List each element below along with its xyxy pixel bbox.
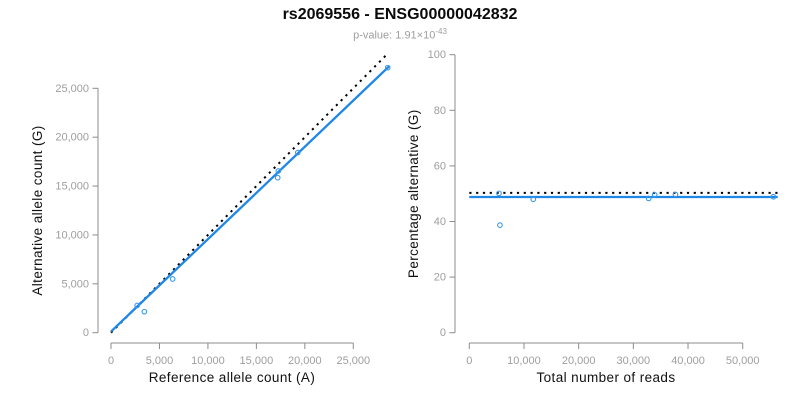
x-tick-label: 20,000	[562, 355, 596, 367]
y-axis: 0 20 40 60 80 100	[428, 49, 456, 339]
x-axis-title: Reference allele count (A)	[149, 370, 315, 385]
y-tick-label: 0	[83, 327, 89, 339]
data-point	[645, 195, 652, 202]
plot-subtitle: p-value: 1.91×10-43	[0, 27, 800, 42]
fit-line	[110, 65, 390, 333]
data-point	[530, 196, 537, 203]
y-tick-label: 15,000	[55, 181, 89, 193]
x-tick-label: 50,000	[726, 355, 760, 367]
y-tick-label: 5,000	[61, 278, 89, 290]
x-tick-label: 10,000	[191, 355, 225, 367]
x-tick-label: 15,000	[240, 355, 274, 367]
p-value-exponent: -43	[435, 27, 447, 36]
data-point	[496, 190, 502, 197]
y-tick-label: 10,000	[55, 229, 89, 241]
x-tick-label: 5,000	[146, 355, 174, 367]
x-tick-label: 25,000	[336, 355, 370, 367]
y-axis: 0 5,000 10,000 15,000 20,000 25,000	[55, 83, 99, 339]
allele-counts-plot: 0 5,000 10,000 15,000 20,000 25,000 0 5,000 10,0…	[30, 54, 391, 385]
p-value-text: p-value: 1.91×10	[353, 29, 436, 42]
plot-title: rs2069556 - ENSG00000042832	[282, 6, 518, 23]
y-tick-label: 0	[440, 327, 446, 339]
data-point	[770, 193, 777, 200]
data-point	[169, 276, 176, 282]
data-point	[275, 168, 282, 174]
data-point	[274, 174, 281, 181]
x-tick-label: 30,000	[617, 355, 651, 367]
y-tick-label: 60	[434, 160, 446, 172]
y-tick-label: 40	[434, 216, 446, 228]
data-point	[651, 191, 658, 198]
y-axis-title: Alternative allele count (G)	[30, 125, 45, 295]
x-tick-label: 40,000	[671, 355, 705, 367]
x-axis: 0 10,000 20,000 30,000 40,000 50,000	[466, 342, 760, 367]
x-tick-label: 0	[466, 355, 472, 367]
data-point	[672, 191, 679, 198]
x-tick-label: 10,000	[507, 355, 541, 367]
data-point	[497, 222, 503, 228]
y-tick-label: 25,000	[55, 83, 89, 95]
data-points	[496, 190, 777, 228]
x-axis: 0 5,000 10,000 15,000 20,000 25,000	[108, 342, 370, 367]
x-tick-label: 0	[108, 355, 114, 367]
percentage-alternative-plot: 0 20 40 60 80 100 0 10,000 20,000 30,000 40,000 50,…	[406, 49, 778, 385]
y-tick-label: 20,000	[55, 132, 89, 144]
y-tick-label: 20	[434, 272, 446, 284]
data-point	[384, 64, 391, 71]
y-axis-title: Percentage alternative (G)	[406, 109, 421, 278]
y-tick-label: 100	[428, 49, 446, 61]
data-point	[294, 149, 301, 156]
data-point	[141, 308, 148, 315]
y-tick-label: 80	[434, 105, 446, 117]
data-point	[134, 302, 141, 309]
x-tick-label: 20,000	[288, 355, 322, 367]
x-axis-title: Total number of reads	[537, 370, 676, 385]
data-points	[134, 64, 391, 315]
